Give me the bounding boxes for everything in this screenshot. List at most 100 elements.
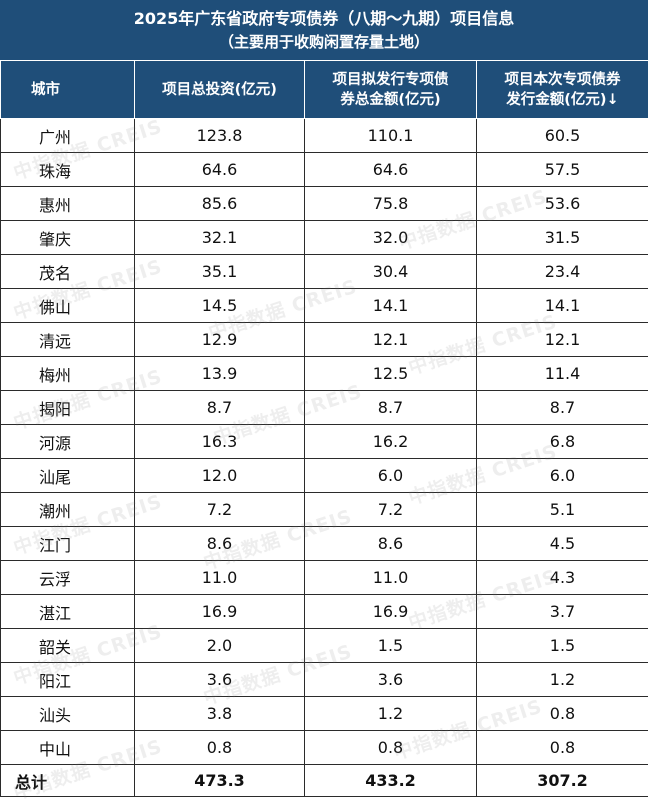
cell-current-issue: 57.5	[477, 153, 648, 187]
cell-total-investment: 85.6	[135, 187, 305, 221]
cell-current-issue: 4.3	[477, 561, 648, 595]
header-current-issue[interactable]: 项目本次专项债券 发行金额(亿元)↓	[477, 61, 648, 119]
cell-total-investment: 16.3	[135, 425, 305, 459]
cell-total-investment: 12.9	[135, 323, 305, 357]
total-label: 总计	[1, 765, 135, 797]
cell-total-investment: 2.0	[135, 629, 305, 663]
title-main: 2025年广东省政府专项债券（八期～九期）项目信息	[134, 7, 515, 31]
cell-planned-issue: 30.4	[305, 255, 477, 289]
cell-city: 茂名	[1, 255, 135, 289]
cell-city: 汕尾	[1, 459, 135, 493]
cell-planned-issue: 1.2	[305, 697, 477, 731]
cell-city: 湛江	[1, 595, 135, 629]
title-subtitle: （主要用于收购闲置存量土地）	[219, 31, 429, 53]
cell-planned-issue: 12.5	[305, 357, 477, 391]
cell-city: 广州	[1, 119, 135, 153]
cell-current-issue: 0.8	[477, 697, 648, 731]
cell-city: 河源	[1, 425, 135, 459]
cell-current-issue: 1.2	[477, 663, 648, 697]
cell-current-issue: 5.1	[477, 493, 648, 527]
cell-total-investment: 7.2	[135, 493, 305, 527]
cell-planned-issue: 14.1	[305, 289, 477, 323]
cell-current-issue: 3.7	[477, 595, 648, 629]
cell-total-investment: 14.5	[135, 289, 305, 323]
cell-city: 揭阳	[1, 391, 135, 425]
cell-planned-issue: 12.1	[305, 323, 477, 357]
cell-current-issue: 14.1	[477, 289, 648, 323]
cell-total-investment: 8.6	[135, 527, 305, 561]
header-planned-issue: 项目拟发行专项债 券总金额(亿元)	[305, 61, 477, 119]
cell-city: 江门	[1, 527, 135, 561]
header-current-issue-line1: 项目本次专项债券	[505, 72, 621, 88]
cell-total-investment: 8.7	[135, 391, 305, 425]
cell-current-issue: 31.5	[477, 221, 648, 255]
cell-planned-issue: 64.6	[305, 153, 477, 187]
table-title: 2025年广东省政府专项债券（八期～九期）项目信息 （主要用于收购闲置存量土地）	[0, 0, 648, 60]
cell-current-issue: 6.8	[477, 425, 648, 459]
cell-current-issue: 12.1	[477, 323, 648, 357]
header-city: 城市	[1, 61, 135, 119]
total-investment-sum: 473.3	[135, 765, 305, 797]
cell-city: 惠州	[1, 187, 135, 221]
cell-city: 清远	[1, 323, 135, 357]
header-total-investment: 项目总投资(亿元)	[135, 61, 305, 119]
cell-planned-issue: 3.6	[305, 663, 477, 697]
cell-planned-issue: 16.9	[305, 595, 477, 629]
header-current-issue-line2: 发行金额(亿元)↓	[506, 92, 618, 108]
cell-total-investment: 0.8	[135, 731, 305, 765]
header-row: 城市 项目总投资(亿元) 项目拟发行专项债 券总金额(亿元) 项目本次专项债券 …	[1, 61, 648, 119]
cell-city: 中山	[1, 731, 135, 765]
cell-current-issue: 6.0	[477, 459, 648, 493]
cell-planned-issue: 0.8	[305, 731, 477, 765]
cell-planned-issue: 110.1	[305, 119, 477, 153]
cell-city: 韶关	[1, 629, 135, 663]
cell-planned-issue: 11.0	[305, 561, 477, 595]
cell-planned-issue: 8.6	[305, 527, 477, 561]
cell-current-issue: 60.5	[477, 119, 648, 153]
cell-city: 汕头	[1, 697, 135, 731]
cell-planned-issue: 16.2	[305, 425, 477, 459]
cell-total-investment: 3.8	[135, 697, 305, 731]
cell-city: 梅州	[1, 357, 135, 391]
header-planned-issue-line2: 券总金额(亿元)	[340, 92, 440, 108]
cell-current-issue: 53.6	[477, 187, 648, 221]
cell-city: 潮州	[1, 493, 135, 527]
cell-total-investment: 11.0	[135, 561, 305, 595]
current-issue-sum: 307.2	[477, 765, 648, 797]
cell-current-issue: 23.4	[477, 255, 648, 289]
cell-planned-issue: 8.7	[305, 391, 477, 425]
cell-current-issue: 0.8	[477, 731, 648, 765]
cell-city: 阳江	[1, 663, 135, 697]
cell-total-investment: 32.1	[135, 221, 305, 255]
cell-planned-issue: 7.2	[305, 493, 477, 527]
cell-total-investment: 16.9	[135, 595, 305, 629]
cell-total-investment: 64.6	[135, 153, 305, 187]
cell-planned-issue: 1.5	[305, 629, 477, 663]
planned-issue-sum: 433.2	[305, 765, 477, 797]
cell-total-investment: 12.0	[135, 459, 305, 493]
cell-city: 佛山	[1, 289, 135, 323]
cell-total-investment: 123.8	[135, 119, 305, 153]
cell-current-issue: 11.4	[477, 357, 648, 391]
cell-city: 珠海	[1, 153, 135, 187]
cell-current-issue: 8.7	[477, 391, 648, 425]
